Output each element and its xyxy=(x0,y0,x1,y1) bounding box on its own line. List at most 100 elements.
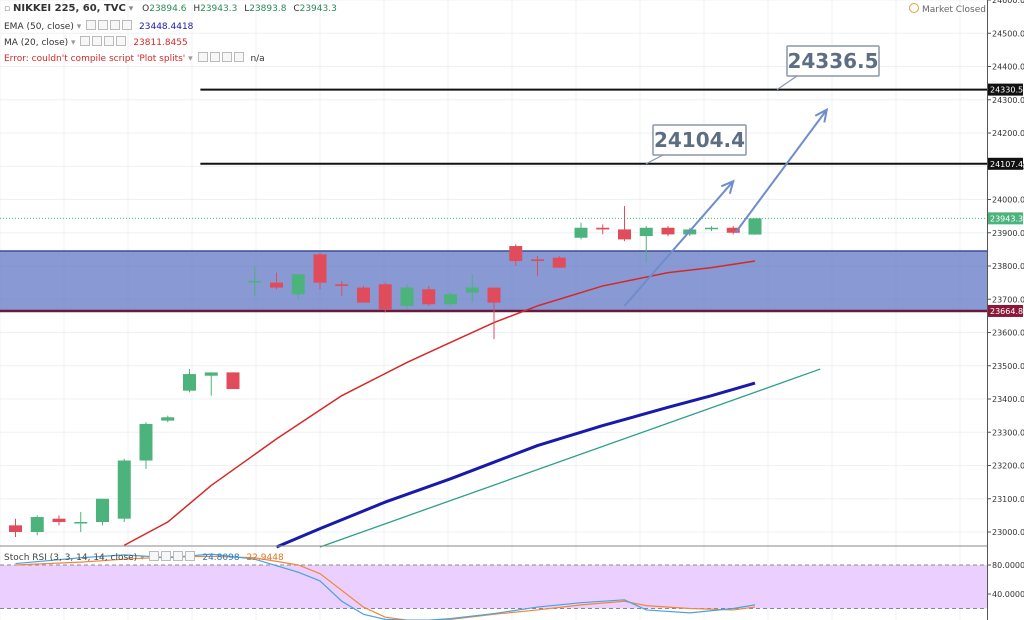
axis-tick-label: 23500.0 xyxy=(992,362,1024,371)
projection-arrow[interactable] xyxy=(734,109,828,234)
close-icon[interactable] xyxy=(233,52,244,62)
price-tag[interactable] xyxy=(988,304,1023,317)
candle[interactable] xyxy=(74,522,88,524)
level-callout-box[interactable] xyxy=(786,45,880,77)
script-error-legend[interactable]: Error: couldn't compile script 'Plot spl… xyxy=(4,52,265,64)
price-tag-label: 23664.8 xyxy=(990,307,1023,316)
candle[interactable] xyxy=(117,460,131,519)
axis-tick-label: 23600.0 xyxy=(992,329,1024,338)
candle[interactable] xyxy=(531,259,544,262)
gear-icon[interactable] xyxy=(98,20,109,30)
close-icon[interactable] xyxy=(185,551,196,561)
level-callout-box[interactable] xyxy=(652,124,747,156)
candle[interactable] xyxy=(552,257,566,268)
candle[interactable] xyxy=(183,374,196,391)
candle[interactable] xyxy=(161,417,175,421)
eye-icon[interactable] xyxy=(197,52,208,62)
candle[interactable] xyxy=(487,287,501,303)
close-icon[interactable] xyxy=(122,20,133,30)
arrow-head xyxy=(720,179,735,195)
candle[interactable] xyxy=(726,227,740,233)
ma-label: MA (20, close) xyxy=(4,38,69,48)
chevron-down-icon[interactable]: ▾ xyxy=(76,22,82,32)
axis-tick-label: 24400.0 xyxy=(992,63,1024,72)
add-icon[interactable] xyxy=(173,551,184,561)
candle[interactable] xyxy=(204,372,218,376)
candle[interactable] xyxy=(661,227,675,235)
symbol-legend: ▫ NIKKEI 225, 60, TVC ▾ O23894.6 H23943.… xyxy=(4,3,337,14)
candle[interactable] xyxy=(313,254,327,283)
candle[interactable] xyxy=(357,287,370,303)
candle[interactable] xyxy=(9,525,22,532)
add-icon[interactable] xyxy=(221,52,232,62)
axis-tick-label: 23700.0 xyxy=(992,295,1024,304)
candle[interactable] xyxy=(574,227,588,238)
symbol-title[interactable]: NIKKEI 225, 60, TVC xyxy=(12,3,126,14)
candle[interactable] xyxy=(422,289,436,305)
close-value: 23943.3 xyxy=(299,4,337,14)
candle[interactable] xyxy=(618,229,631,240)
ema-value: 23448.4418 xyxy=(139,22,194,32)
candle[interactable] xyxy=(226,372,240,390)
arrow-head xyxy=(814,107,829,123)
candle[interactable] xyxy=(444,294,457,305)
level-price-tag-label: 24107.4 xyxy=(990,160,1023,169)
chevron-down-icon[interactable]: ▾ xyxy=(71,38,76,48)
axis-tick-label: 24300.0 xyxy=(992,96,1024,105)
stoch-label: Stoch RSI (3, 3, 14, 14, close) xyxy=(4,553,138,563)
candle[interactable] xyxy=(596,227,610,230)
candle[interactable] xyxy=(335,284,349,286)
candle[interactable] xyxy=(270,282,283,288)
chevron-down-icon[interactable]: ▾ xyxy=(140,553,145,563)
gear-icon[interactable] xyxy=(161,551,172,561)
price-tag[interactable] xyxy=(988,212,1023,225)
axis-tick-label: 24600.0 xyxy=(992,0,1024,5)
candle[interactable] xyxy=(52,518,66,523)
symbol-icon[interactable]: ▫ xyxy=(4,4,11,14)
candle[interactable] xyxy=(509,246,523,262)
high-value: 23943.3 xyxy=(200,4,238,14)
candle[interactable] xyxy=(748,218,762,235)
price-tag-label: 23943.3 xyxy=(990,214,1023,223)
candle[interactable] xyxy=(465,287,479,293)
chevron-down-icon[interactable]: ▾ xyxy=(128,4,134,14)
script-error-label: Error: couldn't compile script 'Plot spl… xyxy=(4,54,186,64)
axis-tick-label: 23100.0 xyxy=(992,495,1024,504)
eye-icon[interactable] xyxy=(149,551,160,561)
projection-arrow[interactable] xyxy=(623,180,735,307)
eye-icon[interactable] xyxy=(80,36,91,46)
chevron-down-icon[interactable]: ▾ xyxy=(188,54,193,64)
stoch-band xyxy=(0,565,987,609)
candle[interactable] xyxy=(96,498,109,523)
axis-tick-label: 23800.0 xyxy=(992,262,1024,271)
axis-tick-label: 23400.0 xyxy=(992,395,1024,404)
trend-line[interactable] xyxy=(319,368,821,548)
gear-icon[interactable] xyxy=(209,52,220,62)
candle[interactable] xyxy=(400,287,414,306)
candle[interactable] xyxy=(378,284,392,310)
market-status[interactable]: Market Closed xyxy=(908,3,986,15)
level-callout-label: 24336.5 xyxy=(787,49,878,73)
low-label: L xyxy=(244,4,250,14)
candle[interactable] xyxy=(30,517,44,532)
eye-icon[interactable] xyxy=(86,20,97,30)
ma-legend[interactable]: MA (20, close) ▾ 23811.8455 xyxy=(4,36,188,48)
add-icon[interactable] xyxy=(110,20,121,30)
candle[interactable] xyxy=(705,227,718,230)
close-icon[interactable] xyxy=(116,36,127,46)
market-status-label: Market Closed xyxy=(921,5,986,15)
open-label: O xyxy=(142,4,150,14)
gear-icon[interactable] xyxy=(92,36,103,46)
ema50-line xyxy=(275,381,756,549)
ema-legend[interactable]: EMA (50, close) ▾ 23448.4418 xyxy=(4,20,193,32)
level-price-tag[interactable] xyxy=(988,83,1023,96)
add-icon[interactable] xyxy=(104,36,115,46)
stoch-legend[interactable]: Stoch RSI (3, 3, 14, 14, close) ▾ 24.809… xyxy=(4,551,284,563)
candle[interactable] xyxy=(139,423,153,461)
level-price-tag[interactable] xyxy=(988,157,1023,170)
candle[interactable] xyxy=(639,227,653,237)
candle[interactable] xyxy=(248,280,262,283)
candle[interactable] xyxy=(291,274,305,295)
